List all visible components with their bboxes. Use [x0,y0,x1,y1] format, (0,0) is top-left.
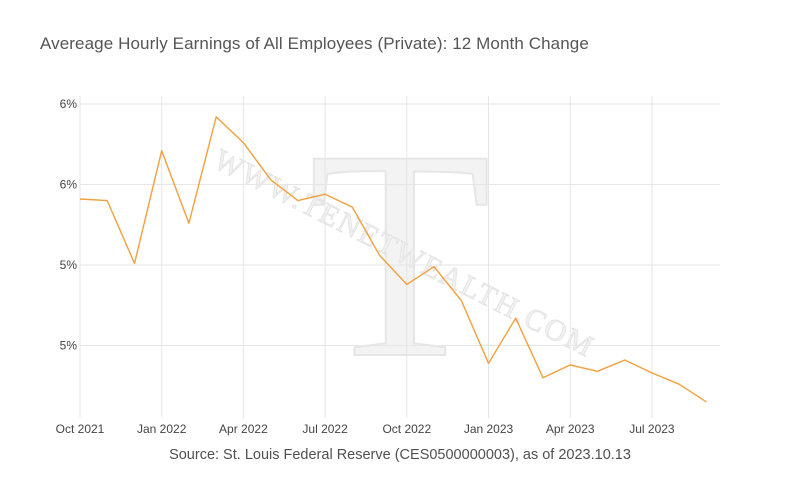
watermark: T WWW.TENETWEALTH.COM [208,87,600,421]
x-axis: Oct 2021 Jan 2022 Apr 2022 Jul 2022 Oct 2022… [56,422,675,436]
data-point [569,364,571,366]
data-point [351,206,353,208]
data-point [379,254,381,256]
watermark-logo: T [308,88,491,420]
series-group [79,116,707,403]
x-tick-label: Jul 2022 [302,422,348,436]
data-point [515,317,517,319]
x-tick-label: Apr 2022 [219,422,268,436]
data-point [188,222,190,224]
y-tick-label: 6% [60,178,78,192]
x-tick-label: Oct 2022 [382,422,431,436]
x-tick-label: Oct 2021 [56,422,105,436]
x-tick-label: Jan 2022 [137,422,187,436]
data-point [324,193,326,195]
data-point [705,401,707,403]
data-point [596,370,598,372]
x-tick-label: Apr 2023 [546,422,595,436]
data-point [542,377,544,379]
data-point [297,200,299,202]
x-tick-label: Jan 2023 [464,422,514,436]
chart-title: Avereage Hourly Earnings of All Employee… [40,34,589,53]
data-point [651,372,653,374]
data-point [106,200,108,202]
data-point [433,266,435,268]
series-line [79,116,707,403]
data-point [242,142,244,144]
data-point [270,179,272,181]
y-axis: 5% 5% 6% 6% [60,97,78,352]
data-point [460,299,462,301]
data-point [79,198,81,200]
data-point [406,283,408,285]
source-note: Source: St. Louis Federal Reserve (CES05… [169,447,631,463]
data-point [133,262,135,264]
data-point [161,150,163,152]
y-tick-label: 5% [60,339,78,353]
data-point [215,116,217,118]
data-point [678,383,680,385]
data-point [488,362,490,364]
data-point [624,359,626,361]
y-tick-label: 6% [60,97,78,111]
x-tick-label: Jul 2023 [629,422,675,436]
y-tick-label: 5% [60,258,78,272]
